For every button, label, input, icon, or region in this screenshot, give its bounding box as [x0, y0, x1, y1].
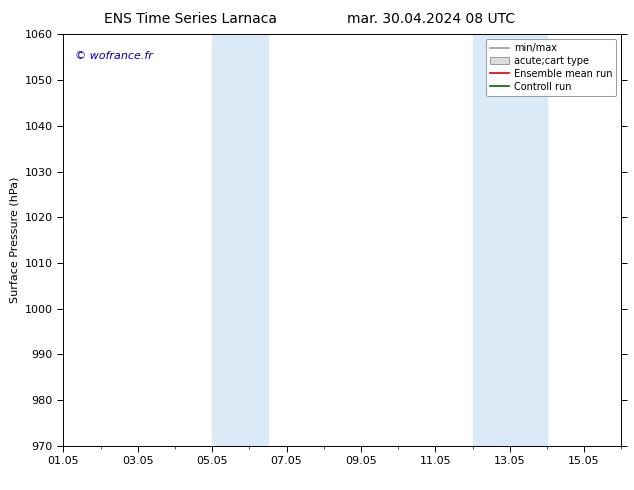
Text: mar. 30.04.2024 08 UTC: mar. 30.04.2024 08 UTC — [347, 12, 515, 26]
Legend: min/max, acute;cart type, Ensemble mean run, Controll run: min/max, acute;cart type, Ensemble mean … — [486, 39, 616, 96]
Text: © wofrance.fr: © wofrance.fr — [75, 51, 152, 61]
Bar — [212, 34, 268, 446]
Y-axis label: Surface Pressure (hPa): Surface Pressure (hPa) — [10, 177, 19, 303]
Text: ENS Time Series Larnaca: ENS Time Series Larnaca — [104, 12, 276, 26]
Bar — [472, 34, 547, 446]
